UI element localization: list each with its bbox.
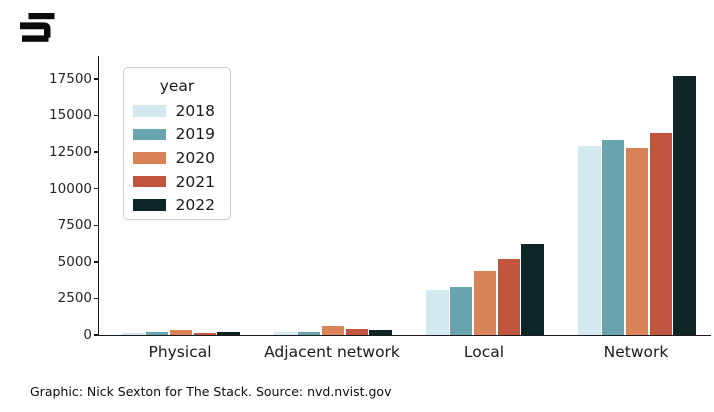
y-tick-label-15000: 15000 [49, 107, 92, 124]
chart-caption: Graphic: Nick Sexton for The Stack. Sour… [30, 384, 392, 399]
bar-2021-network [649, 133, 673, 335]
bar-2019-adjacent-network [297, 331, 321, 335]
y-tick-mark [94, 261, 98, 263]
bar-2022-network [673, 75, 696, 335]
logo-bottom-bar [22, 35, 49, 42]
legend-label-2021: 2021 [175, 172, 215, 191]
legend: year 2018 2019 2020 2021 2022 [123, 67, 231, 220]
bar-2022-local [521, 244, 544, 335]
bar-2018-physical [122, 333, 145, 335]
legend-item-2021: 2021 [124, 170, 230, 194]
logo-top-bar [28, 13, 55, 20]
bar-2018-adjacent-network [274, 332, 297, 335]
bar-2019-network [601, 140, 625, 335]
bar-2018-local [426, 289, 449, 335]
y-tick-label-5000: 5000 [57, 253, 92, 270]
legend-title: year [159, 77, 195, 95]
legend-label-2018: 2018 [175, 101, 215, 120]
legend-item-2018: 2018 [124, 99, 230, 123]
legend-item-2022: 2022 [124, 193, 230, 217]
legend-item-2020: 2020 [124, 146, 230, 170]
bar-2022-adjacent-network [369, 330, 392, 335]
bar-2022-physical [217, 331, 240, 335]
bar-2020-adjacent-network [321, 325, 345, 335]
legend-label-2019: 2019 [175, 125, 215, 144]
legend-item-2019: 2019 [124, 123, 230, 147]
x-tick-label-local: Local [463, 343, 505, 361]
bar-2021-local [497, 258, 521, 335]
x-tick-label-physical: Physical [148, 343, 212, 361]
y-tick-mark [94, 334, 98, 336]
y-tick-label-2500: 2500 [57, 290, 92, 307]
y-tick-mark [94, 78, 98, 80]
legend-label-2020: 2020 [175, 148, 215, 167]
x-tick-label-adjacent-network: Adjacent network [264, 343, 400, 361]
y-tick-mark [94, 224, 98, 226]
the-stack-logo [20, 13, 55, 42]
y-tick-label-7500: 7500 [57, 217, 92, 234]
bar-2021-physical [193, 333, 217, 335]
legend-items: 2018 2019 2020 2021 2022 [124, 99, 230, 217]
y-tick-label-12500: 12500 [49, 144, 92, 160]
y-tick-mark [94, 151, 98, 153]
y-tick-mark [94, 187, 98, 190]
legend-swatch-2021 [133, 175, 166, 188]
bar-2020-local [473, 270, 497, 335]
plot-area: year 2018 2019 2020 2021 2022 [98, 56, 711, 336]
legend-swatch-2019 [133, 128, 166, 141]
bar-2019-local [449, 286, 473, 335]
y-tick-label-17500: 17500 [49, 70, 92, 87]
y-tick-mark [94, 297, 98, 300]
x-tick-label-network: Network [603, 343, 669, 361]
bar-2021-adjacent-network [345, 329, 369, 335]
y-tick-label-0: 0 [83, 327, 92, 343]
legend-label-2022: 2022 [175, 196, 215, 215]
legend-swatch-2018 [133, 105, 166, 117]
bar-2020-physical [169, 330, 193, 335]
bar-2019-physical [145, 332, 169, 335]
logo-middle-hook [20, 22, 51, 38]
y-tick-mark [94, 114, 98, 117]
bar-2018-network [578, 146, 601, 335]
legend-swatch-2020 [133, 152, 166, 164]
legend-swatch-2022 [133, 199, 166, 211]
y-tick-label-10000: 10000 [49, 180, 92, 197]
bar-2020-network [625, 147, 649, 335]
